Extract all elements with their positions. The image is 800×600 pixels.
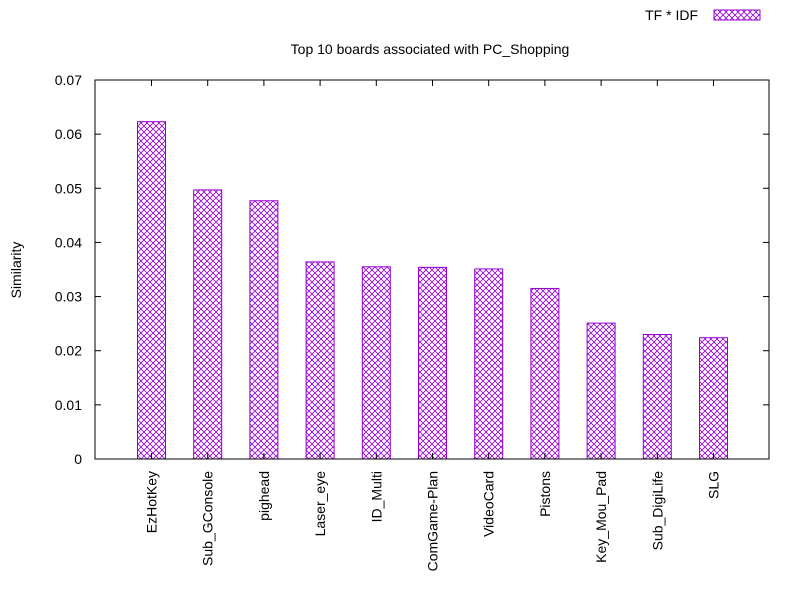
bar bbox=[530, 287, 560, 460]
y-tick-label: 0 bbox=[74, 451, 82, 467]
y-tick-label: 0.02 bbox=[55, 343, 82, 359]
x-axis-labels: EzHotKey Sub_GConsole pighead Laser_eye ID_M… bbox=[144, 80, 722, 571]
bar bbox=[361, 266, 391, 460]
x-tick-label: Key_Mou_Pad bbox=[593, 471, 609, 563]
bar bbox=[193, 189, 223, 460]
y-tick-label: 0.04 bbox=[55, 234, 82, 250]
x-tick-label: SLG bbox=[706, 471, 722, 499]
x-tick-label: Sub_GConsole bbox=[200, 471, 216, 566]
plot-frame bbox=[94, 79, 770, 460]
bar bbox=[249, 200, 279, 460]
x-tick-label: Sub_DigiLife bbox=[649, 471, 665, 551]
x-tick-label: ID_Multi bbox=[368, 471, 384, 522]
y-axis-label: Similarity bbox=[8, 242, 24, 299]
chart-title: Top 10 boards associated with PC_Shoppin… bbox=[291, 41, 570, 57]
legend-label: TF * IDF bbox=[645, 7, 698, 23]
bar bbox=[699, 337, 728, 460]
bar bbox=[137, 121, 166, 460]
y-axis-ticks: 0 0.01 0.02 0.03 0.04 0.05 0.06 0.07 bbox=[55, 72, 769, 467]
legend-swatch bbox=[713, 9, 761, 21]
x-tick-label: ComGame-Plan bbox=[425, 471, 441, 571]
y-tick-label: 0.01 bbox=[55, 397, 82, 413]
y-tick-label: 0.06 bbox=[55, 126, 82, 142]
bar bbox=[474, 268, 504, 460]
bar bbox=[642, 333, 672, 460]
x-tick-label: pighead bbox=[256, 471, 272, 521]
x-tick-label: Laser_eye bbox=[312, 471, 328, 537]
bars bbox=[137, 121, 728, 460]
bar bbox=[418, 266, 447, 460]
y-tick-label: 0.05 bbox=[55, 180, 82, 196]
y-tick-label: 0.07 bbox=[55, 72, 82, 88]
x-tick-label: VideoCard bbox=[481, 471, 497, 537]
y-tick-label: 0.03 bbox=[55, 289, 82, 305]
x-tick-label: Pistons bbox=[537, 471, 553, 517]
bar bbox=[586, 322, 616, 460]
bar bbox=[305, 261, 335, 460]
x-tick-label: EzHotKey bbox=[144, 471, 160, 533]
legend: TF * IDF bbox=[645, 7, 761, 23]
